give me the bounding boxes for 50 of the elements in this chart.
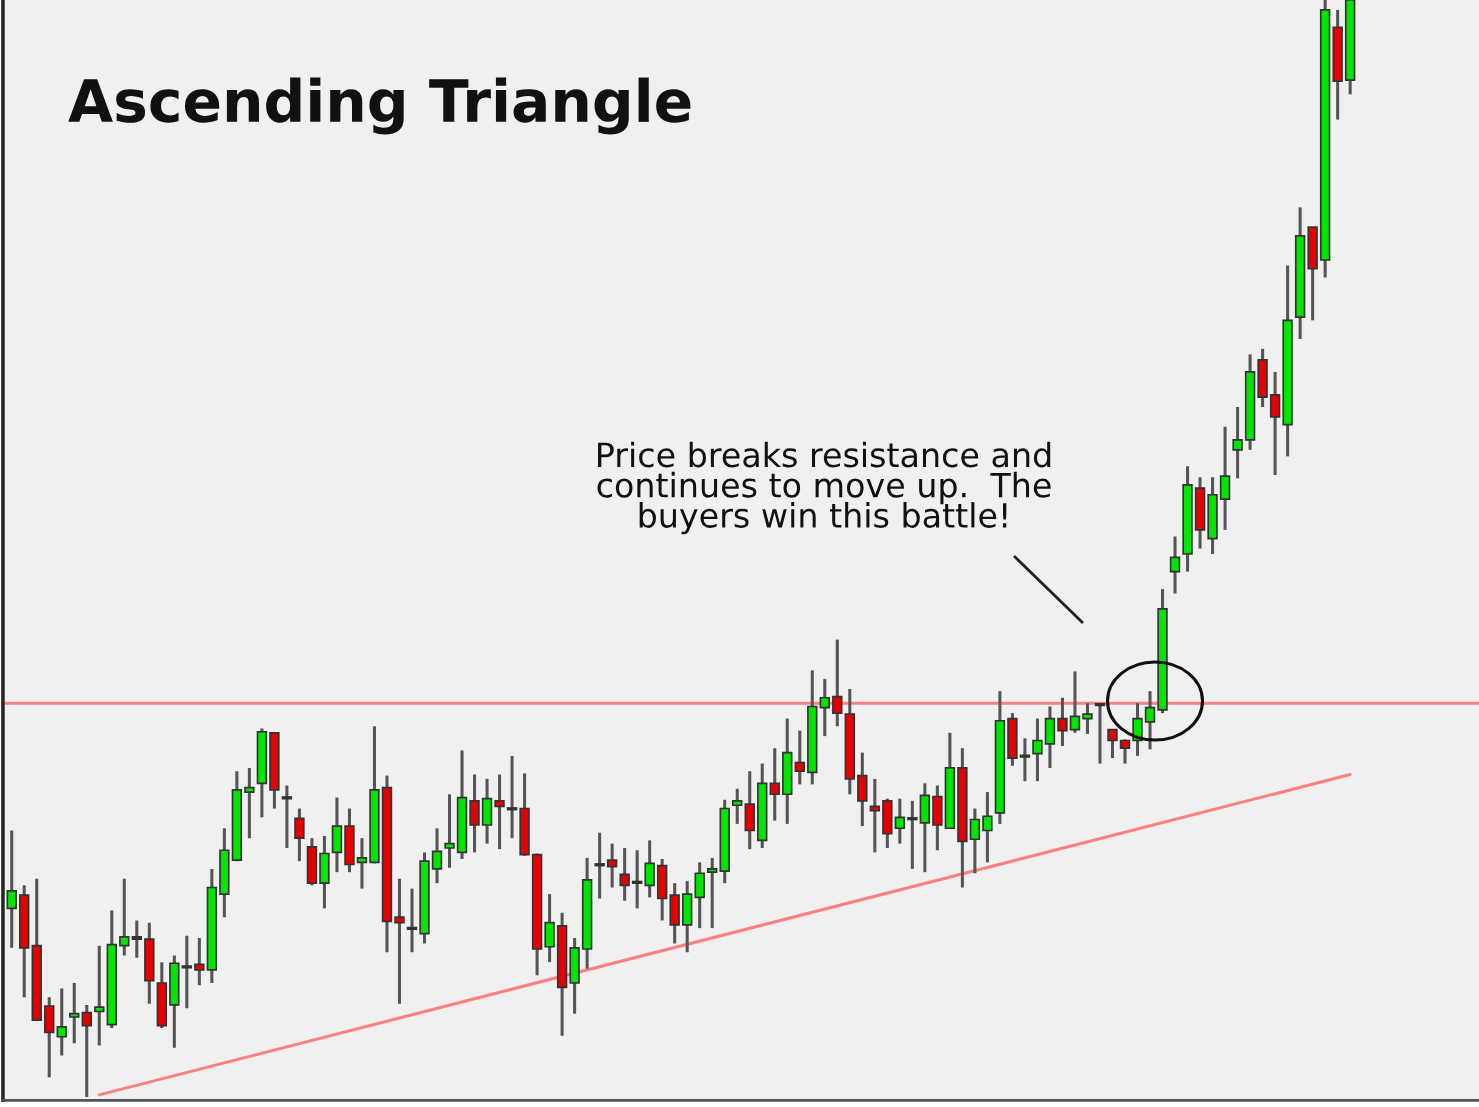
candlestick <box>119 878 130 956</box>
candlestick <box>506 754 518 840</box>
candlestick <box>281 785 293 850</box>
candlestick <box>56 988 67 1056</box>
candlestick <box>494 774 505 851</box>
candlestick <box>1144 691 1156 750</box>
candlestick <box>1057 697 1068 747</box>
candlestick <box>832 639 843 727</box>
candlestick <box>1082 703 1093 734</box>
candlestick <box>1032 718 1043 783</box>
candlestick <box>1219 426 1231 530</box>
candlestick <box>444 794 455 868</box>
candlestick <box>1107 728 1118 760</box>
candlestick <box>1269 370 1281 476</box>
candlestick <box>69 982 80 1044</box>
candlestick <box>619 848 630 901</box>
candlestick <box>732 787 743 824</box>
candlestick <box>869 777 881 853</box>
candlestick <box>706 856 718 930</box>
candlestick <box>1019 738 1031 783</box>
candlestick <box>769 748 780 821</box>
candlestick <box>356 838 368 889</box>
candlestick <box>181 934 193 1010</box>
candlestick <box>244 767 255 840</box>
candlestick <box>907 799 918 869</box>
candlestick <box>1094 702 1106 764</box>
candlestick <box>6 830 17 948</box>
candlestick <box>394 878 405 1004</box>
candlestick <box>131 920 143 958</box>
annotation: Price breaks resistance and continues to move up. The buyers win this battle! <box>597 441 1051 535</box>
candlestick <box>644 840 655 898</box>
candlestick <box>194 937 205 987</box>
candlestick <box>606 843 618 888</box>
candlestick <box>819 679 831 738</box>
candlestick <box>431 828 443 885</box>
candlestick <box>594 832 605 899</box>
candlestick <box>94 945 105 1046</box>
candlestick <box>81 1004 92 1098</box>
candlestick <box>1069 671 1081 733</box>
candlestick <box>794 730 805 785</box>
candlestick <box>294 808 305 863</box>
candlestick <box>1232 407 1243 479</box>
text: Ascending Triangle <box>68 77 691 135</box>
candlestick <box>894 798 906 844</box>
candlestick <box>1119 739 1131 764</box>
candlestick <box>1169 536 1181 594</box>
candlestick <box>631 850 643 909</box>
candlestick <box>969 808 981 874</box>
candlestick <box>406 888 418 953</box>
candlestick <box>982 792 993 863</box>
